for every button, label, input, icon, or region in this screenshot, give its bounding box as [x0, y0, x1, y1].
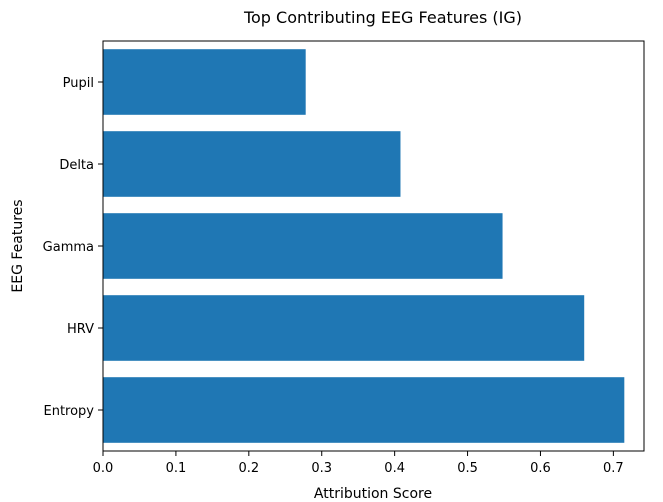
y-tick-label: HRV	[67, 322, 94, 337]
x-tick-label: 0.3	[311, 461, 332, 476]
x-tick-label: 0.5	[457, 461, 478, 476]
bars-layer	[103, 49, 625, 443]
y-ticks: Entropy HRV Gamma Delta Pupil	[43, 76, 103, 419]
bar-entropy	[103, 377, 625, 443]
x-axis-label: Attribution Score	[314, 486, 432, 502]
x-tick-label: 0.1	[166, 461, 187, 476]
x-tick-label: 0.7	[603, 461, 624, 476]
x-tick-label: 0.6	[530, 461, 551, 476]
plot-frame	[102, 40, 645, 452]
y-tick-label: Entropy	[43, 404, 94, 419]
bar-gamma	[103, 213, 503, 279]
bar-pupil	[103, 49, 306, 115]
bar-delta	[103, 131, 401, 197]
y-tick-label: Pupil	[63, 76, 94, 91]
x-tick-label: 0.2	[238, 461, 259, 476]
x-tick-label: 0.4	[384, 461, 405, 476]
bar-hrv	[103, 295, 585, 361]
y-tick-label: Gamma	[43, 240, 94, 255]
chart-title: Top Contributing EEG Features (IG)	[243, 8, 522, 27]
y-tick-label: Delta	[59, 158, 94, 173]
y-axis-label: EEG Features	[10, 199, 26, 292]
x-ticks: 0.0 0.1 0.2 0.3 0.4 0.5 0.6 0.7	[93, 451, 624, 476]
x-tick-label: 0.0	[93, 461, 114, 476]
